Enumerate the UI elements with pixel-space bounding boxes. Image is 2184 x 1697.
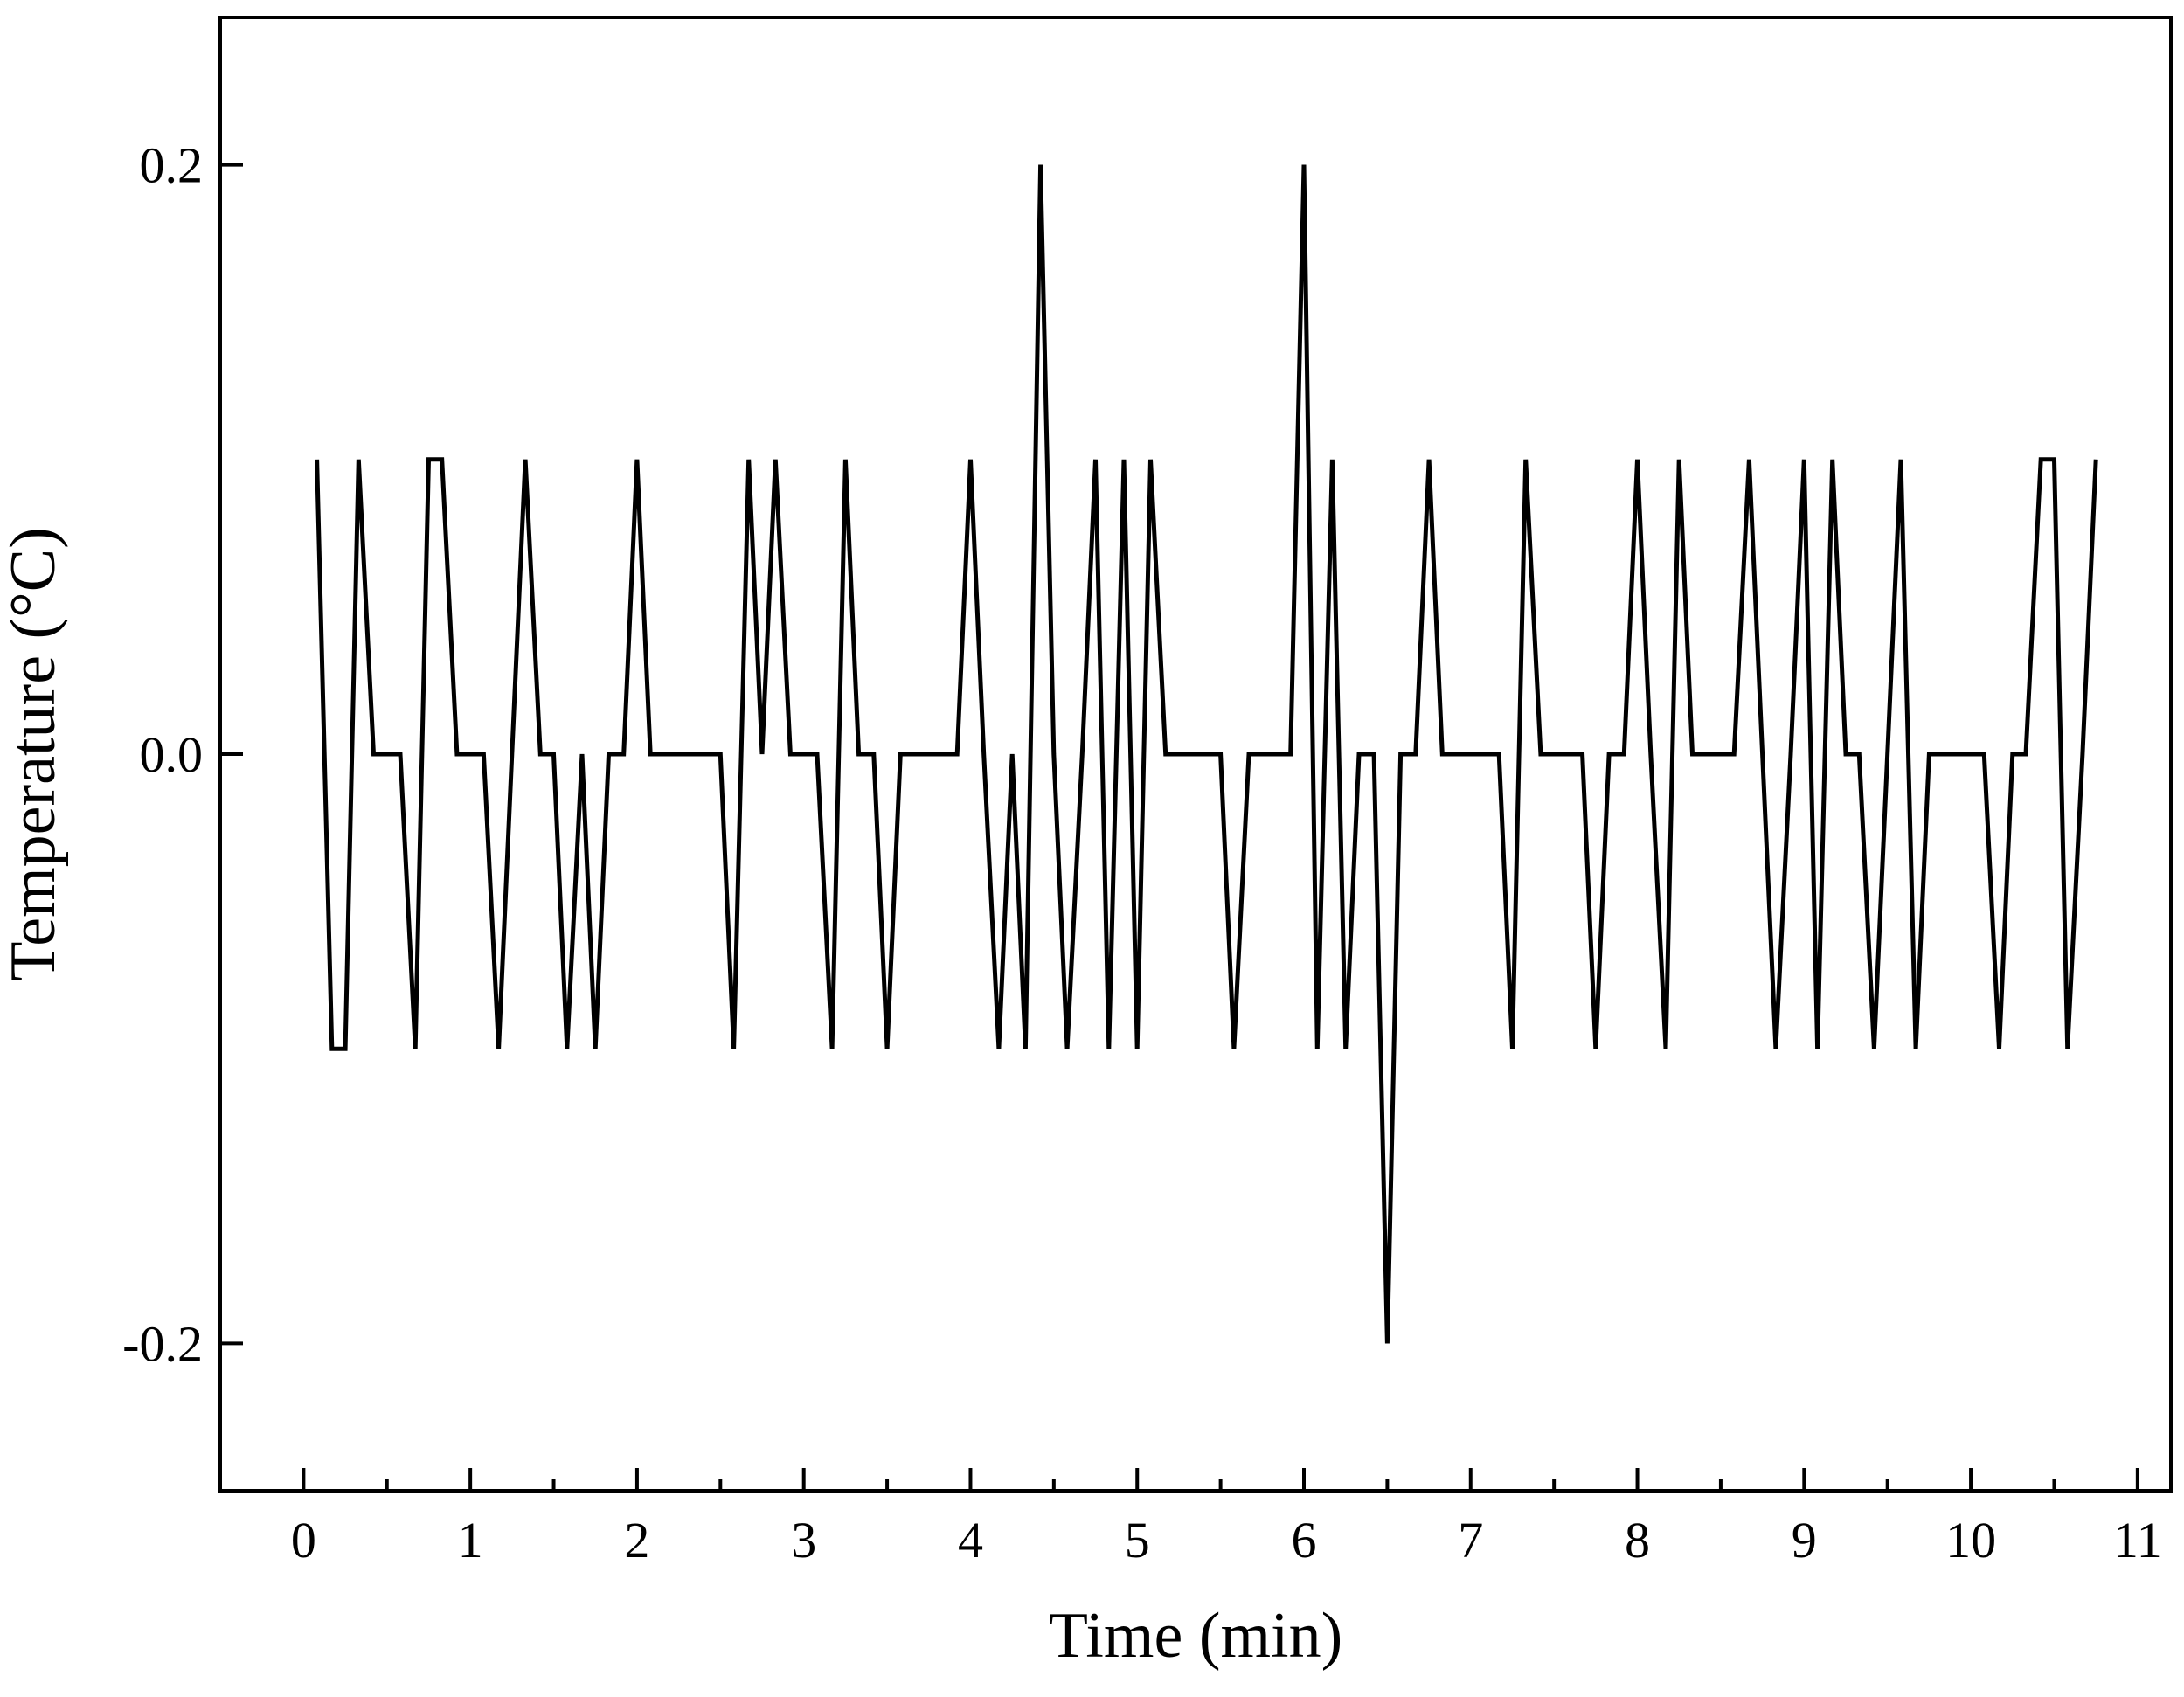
data-layer <box>315 164 2098 1344</box>
y-tick-label: 0.2 <box>140 137 204 194</box>
temperature-series-line <box>315 164 2098 1344</box>
x-tick-label: 8 <box>1625 1512 1650 1569</box>
x-tick-label: 4 <box>958 1512 983 1569</box>
y-tick-label: -0.2 <box>122 1315 203 1372</box>
x-tick-label: 9 <box>1792 1512 1817 1569</box>
x-axis: 0 1 2 3 4 5 6 7 8 9 10 11 <box>291 1468 2162 1569</box>
x-tick-label: 7 <box>1458 1512 1483 1569</box>
x-tick-label: 5 <box>1125 1512 1150 1569</box>
x-tick-label: 1 <box>458 1512 483 1569</box>
x-axis-title: Time (min) <box>1049 1600 1342 1672</box>
y-tick-label: 0.0 <box>140 726 204 783</box>
x-tick-label: 2 <box>624 1512 649 1569</box>
y-axis: -0.2 0.0 0.2 <box>122 137 243 1372</box>
x-tick-label: 11 <box>2113 1512 2162 1569</box>
x-tick-label: 6 <box>1292 1512 1317 1569</box>
x-tick-label: 10 <box>1945 1512 1996 1569</box>
x-tick-label: 3 <box>791 1512 816 1569</box>
x-tick-label: 0 <box>291 1512 316 1569</box>
y-axis-title: Temperature (°C) <box>0 527 69 981</box>
